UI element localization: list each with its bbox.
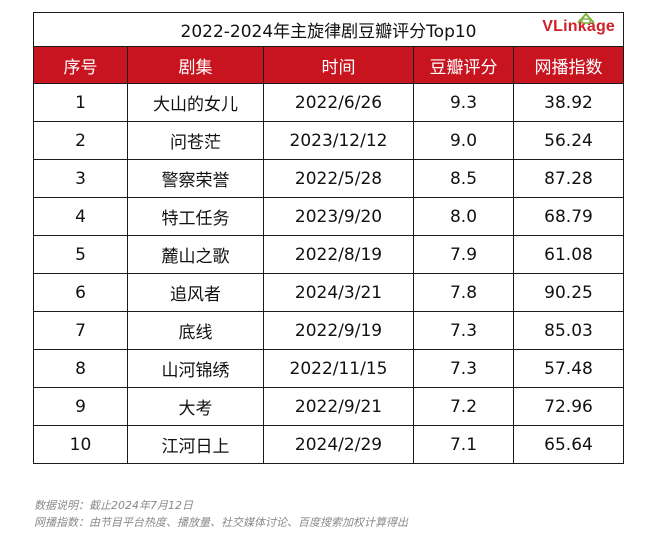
date-cell: 2022/9/21	[263, 387, 414, 426]
date-cell: 2023/9/20	[263, 197, 414, 236]
table-body: 1 大山的女儿 2022/6/26 9.3 38.92 2 问苍茫 2023/12/12 9.0…	[33, 83, 625, 464]
table-title-cell: 2022-2024年主旋律剧豆瓣评分Top10 VLinkage	[32, 12, 625, 47]
web-index-cell: 57.48	[512, 349, 625, 388]
date-cell: 2022/5/28	[263, 159, 414, 198]
date-cell: 2022/11/15	[263, 349, 414, 388]
douban-score-cell: 7.3	[413, 311, 514, 350]
web-index-cell: 72.96	[512, 387, 625, 426]
date-cell: 2024/2/29	[263, 425, 414, 464]
table-row: 8 山河锦绣 2022/11/15 7.3 57.48	[33, 349, 625, 388]
logo-rest: Linkage	[553, 18, 616, 35]
rank-cell: 8	[33, 349, 128, 388]
web-index-cell: 56.24	[512, 121, 625, 160]
web-index-cell: 38.92	[512, 83, 625, 122]
column-header: 序号	[33, 46, 128, 84]
column-header: 网播指数	[512, 46, 625, 84]
table-row: 3 警察荣誉 2022/5/28 8.5 87.28	[33, 159, 625, 198]
drama-cell: 问苍茫	[127, 121, 264, 160]
drama-cell: 底线	[127, 311, 264, 350]
column-header: 豆瓣评分	[413, 46, 514, 84]
table-title-row: 2022-2024年主旋律剧豆瓣评分Top10 VLinkage	[32, 12, 625, 47]
web-index-cell: 61.08	[512, 235, 625, 274]
table-row: 10 江河日上 2024/2/29 7.1 65.64	[33, 425, 625, 464]
web-index-cell: 85.03	[512, 311, 625, 350]
column-header: 剧集	[127, 46, 264, 84]
date-cell: 2023/12/12	[263, 121, 414, 160]
table-row: 2 问苍茫 2023/12/12 9.0 56.24	[33, 121, 625, 160]
index-note: 网播指数：由节目平台热度、播放量、社交媒体讨论、百度搜索加权计算得出	[34, 516, 408, 529]
table-row: 1 大山的女儿 2022/6/26 9.3 38.92	[33, 83, 625, 122]
douban-score-cell: 9.0	[413, 121, 514, 160]
table-row: 6 追风者 2024/3/21 7.8 90.25	[33, 273, 625, 312]
douban-score-cell: 7.1	[413, 425, 514, 464]
date-cell: 2022/8/19	[263, 235, 414, 274]
drama-cell: 追风者	[127, 273, 264, 312]
drama-cell: 山河锦绣	[127, 349, 264, 388]
rank-cell: 1	[33, 83, 128, 122]
rank-cell: 7	[33, 311, 128, 350]
drama-cell: 特工任务	[127, 197, 264, 236]
table-row: 9 大考 2022/9/21 7.2 72.96	[33, 387, 625, 426]
web-index-cell: 65.64	[512, 425, 625, 464]
date-cell: 2022/6/26	[263, 83, 414, 122]
douban-score-cell: 7.8	[413, 273, 514, 312]
douban-score-cell: 7.9	[413, 235, 514, 274]
rank-cell: 9	[33, 387, 128, 426]
logo-v: V	[542, 18, 554, 35]
douban-score-cell: 8.5	[413, 159, 514, 198]
douban-score-cell: 9.3	[413, 83, 514, 122]
table-row: 7 底线 2022/9/19 7.3 85.03	[33, 311, 625, 350]
drama-cell: 警察荣誉	[127, 159, 264, 198]
douban-score-cell: 7.3	[413, 349, 514, 388]
data-note: 数据说明：截止2024年7月12日	[34, 499, 193, 512]
douban-score-cell: 8.0	[413, 197, 514, 236]
rank-cell: 10	[33, 425, 128, 464]
table-row: 5 麓山之歌 2022/8/19 7.9 61.08	[33, 235, 625, 274]
web-index-cell: 90.25	[512, 273, 625, 312]
web-index-cell: 87.28	[512, 159, 625, 198]
rank-cell: 5	[33, 235, 128, 274]
house-icon	[577, 12, 596, 24]
table-header-row: 序号 剧集 时间 豆瓣评分 网播指数	[33, 46, 625, 84]
rank-cell: 4	[33, 197, 128, 236]
column-header: 时间	[263, 46, 414, 84]
rating-table: 2022-2024年主旋律剧豆瓣评分Top10 VLinkage 序号 剧集 时间豆…	[32, 12, 625, 464]
date-cell: 2022/9/19	[263, 311, 414, 350]
rank-cell: 6	[33, 273, 128, 312]
douban-score-cell: 7.2	[413, 387, 514, 426]
drama-cell: 大考	[127, 387, 264, 426]
date-cell: 2024/3/21	[263, 273, 414, 312]
drama-cell: 麓山之歌	[127, 235, 264, 274]
table-row: 4 特工任务 2023/9/20 8.0 68.79	[33, 197, 625, 236]
rating-table-container: 2022-2024年主旋律剧豆瓣评分Top10 VLinkage 序号 剧集 时间豆…	[32, 12, 625, 464]
table-title: 2022-2024年主旋律剧豆瓣评分Top10	[180, 22, 477, 42]
vlinkage-logo: VLinkage	[542, 12, 616, 36]
rank-cell: 2	[33, 121, 128, 160]
drama-cell: 大山的女儿	[127, 83, 264, 122]
drama-cell: 江河日上	[127, 425, 264, 464]
rank-cell: 3	[33, 159, 128, 198]
web-index-cell: 68.79	[512, 197, 625, 236]
